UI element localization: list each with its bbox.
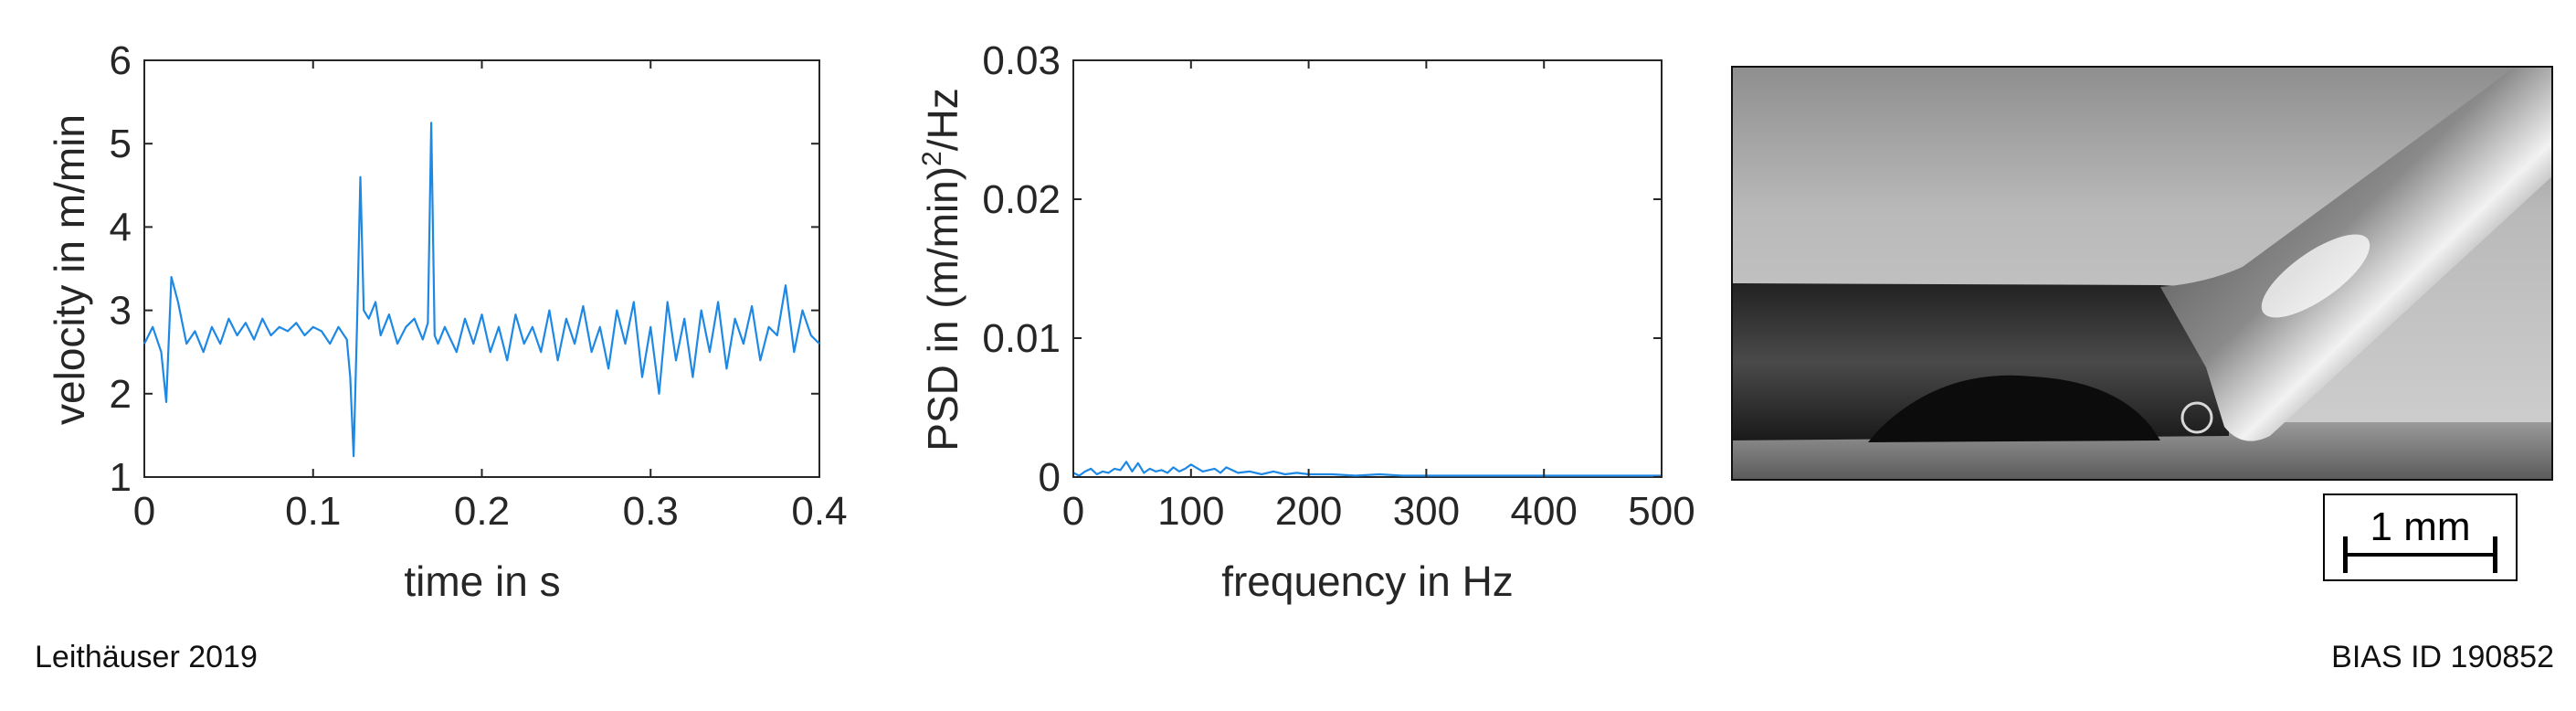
scale-bar-left-tick <box>2343 536 2348 573</box>
footer-id: BIAS ID 190852 <box>2331 640 2554 674</box>
c1-y-tick-label: 4 <box>110 205 132 249</box>
scale-bar-right-tick <box>2493 536 2497 573</box>
c2-y-tick-label: 0 <box>1039 455 1061 500</box>
scale-bar-box: 1 mm <box>2323 493 2518 581</box>
c2-y-tick-label: 0.01 <box>982 316 1061 361</box>
c1-y-tick-label: 1 <box>110 455 132 500</box>
c1-y-tick-label: 5 <box>110 122 132 166</box>
c2-axes-box <box>1072 59 1663 478</box>
c2-x-tick-label: 300 <box>1393 489 1460 534</box>
photo-nozzle-highlight <box>2261 234 2370 318</box>
c2-x-tick-label: 200 <box>1275 489 1342 534</box>
photo-melt-cavity <box>1868 375 2160 442</box>
velocity-x-axis-label: time in s <box>404 557 560 605</box>
psd-y-label-suffix: /Hz <box>919 88 966 151</box>
scale-bar-label: 1 mm <box>2370 504 2471 549</box>
c2-x-tick-label: 400 <box>1510 489 1577 534</box>
c2-x-tick-label: 500 <box>1628 489 1694 534</box>
photo-wire-loop <box>2180 401 2213 434</box>
velocity-chart: 0 0.1 0.2 0.3 0.4 1 2 3 4 5 6 time in s velocity … <box>46 38 848 605</box>
psd-y-label-superscript: 2 <box>917 151 947 166</box>
c2-series-line <box>1072 461 1662 477</box>
c2-x-tick-label: 0 <box>1062 489 1084 534</box>
velocity-plot-area <box>143 59 820 478</box>
velocity-y-axis-label: velocity in m/min <box>46 114 93 425</box>
psd-y-axis-label: PSD in (m/min)2/Hz <box>917 88 966 451</box>
c1-series-line <box>143 122 820 458</box>
c1-x-tick-label: 0.4 <box>791 489 847 534</box>
c1-y-tick-label: 6 <box>110 38 132 83</box>
psd-plot-area <box>1072 59 1663 478</box>
velocity-y-ticks: 1 2 3 4 5 6 <box>110 38 819 500</box>
photo-border <box>1731 66 2553 481</box>
micrograph-image <box>1731 66 2553 481</box>
c2-x-tick-label: 100 <box>1157 489 1224 534</box>
c1-axes-box <box>143 59 820 478</box>
psd-y-label-main: PSD in (m/min) <box>919 166 966 451</box>
c1-y-tick-label: 3 <box>110 289 132 334</box>
c1-x-tick-label: 0.1 <box>285 489 341 534</box>
c2-y-tick-label: 0.03 <box>982 38 1061 83</box>
psd-x-ticks: 0 100 200 300 400 500 <box>1062 60 1695 534</box>
footer-author: Leithäuser 2019 <box>35 640 258 674</box>
c2-y-tick-label: 0.02 <box>982 177 1061 222</box>
scale-bar-line <box>2345 553 2496 557</box>
c1-x-tick-label: 0 <box>133 489 155 534</box>
psd-x-axis-label: frequency in Hz <box>1221 557 1514 605</box>
velocity-x-ticks: 0 0.1 0.2 0.3 0.4 <box>133 60 848 534</box>
c1-y-tick-label: 2 <box>110 372 132 417</box>
psd-chart: 0 100 200 300 400 500 0 0.01 0.02 0.03 frequency… <box>917 38 1695 605</box>
c1-x-tick-label: 0.2 <box>454 489 510 534</box>
psd-y-ticks: 0 0.01 0.02 0.03 <box>982 38 1662 500</box>
c1-x-tick-label: 0.3 <box>623 489 679 534</box>
